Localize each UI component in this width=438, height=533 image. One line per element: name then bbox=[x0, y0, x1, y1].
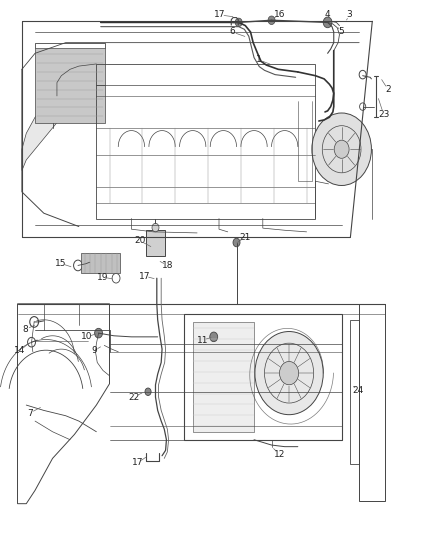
Text: 16: 16 bbox=[274, 11, 285, 19]
Circle shape bbox=[334, 140, 349, 158]
Circle shape bbox=[323, 17, 332, 28]
Circle shape bbox=[145, 388, 151, 395]
Polygon shape bbox=[22, 100, 61, 171]
Circle shape bbox=[279, 361, 299, 385]
Polygon shape bbox=[193, 322, 254, 432]
Text: 20: 20 bbox=[134, 237, 146, 245]
Text: 4: 4 bbox=[325, 11, 330, 19]
Text: 6: 6 bbox=[229, 28, 235, 36]
Circle shape bbox=[152, 223, 159, 232]
Text: 21: 21 bbox=[240, 233, 251, 241]
Text: 10: 10 bbox=[81, 333, 92, 341]
Text: 2: 2 bbox=[385, 85, 391, 94]
Text: 8: 8 bbox=[22, 325, 28, 334]
Text: 19: 19 bbox=[97, 273, 109, 281]
Circle shape bbox=[235, 18, 242, 27]
Polygon shape bbox=[146, 230, 165, 256]
Circle shape bbox=[312, 113, 371, 185]
Polygon shape bbox=[81, 253, 120, 273]
Text: 9: 9 bbox=[91, 346, 97, 355]
Circle shape bbox=[268, 16, 275, 25]
Text: 24: 24 bbox=[353, 386, 364, 394]
Text: 11: 11 bbox=[197, 336, 208, 344]
Text: 12: 12 bbox=[274, 450, 285, 458]
Text: 3: 3 bbox=[346, 11, 353, 19]
Circle shape bbox=[233, 238, 240, 247]
Text: 23: 23 bbox=[378, 110, 389, 119]
Text: 7: 7 bbox=[27, 409, 33, 417]
Circle shape bbox=[95, 328, 102, 338]
Text: 18: 18 bbox=[162, 261, 173, 270]
Text: 17: 17 bbox=[214, 11, 226, 19]
Circle shape bbox=[210, 332, 218, 342]
Circle shape bbox=[255, 332, 323, 415]
Text: 1: 1 bbox=[255, 55, 261, 64]
Text: 15: 15 bbox=[55, 259, 66, 268]
Text: 5: 5 bbox=[339, 28, 345, 36]
Polygon shape bbox=[35, 48, 105, 123]
Text: 17: 17 bbox=[139, 272, 150, 280]
Text: 17: 17 bbox=[132, 458, 144, 467]
Text: 14: 14 bbox=[14, 346, 25, 355]
Text: 22: 22 bbox=[128, 393, 139, 401]
